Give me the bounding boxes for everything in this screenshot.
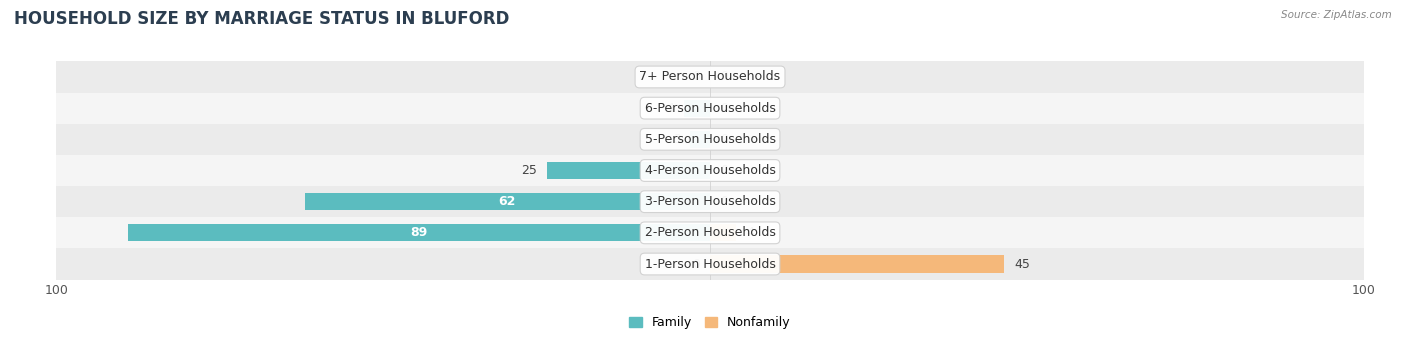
Text: 89: 89: [411, 226, 427, 239]
Text: Source: ZipAtlas.com: Source: ZipAtlas.com: [1281, 10, 1392, 20]
Text: 4: 4: [747, 226, 754, 239]
Text: 5-Person Households: 5-Person Households: [644, 133, 776, 146]
Text: 0: 0: [720, 195, 728, 208]
Bar: [683, 100, 710, 117]
Text: 0: 0: [692, 71, 700, 84]
Text: 3-Person Households: 3-Person Households: [644, 195, 776, 208]
Text: 6-Person Households: 6-Person Households: [644, 102, 776, 115]
Bar: [710, 255, 1004, 272]
Bar: [56, 249, 1364, 280]
Text: 4: 4: [666, 102, 673, 115]
Text: 45: 45: [1014, 257, 1031, 270]
Bar: [305, 193, 710, 210]
Bar: [56, 61, 1364, 92]
Text: HOUSEHOLD SIZE BY MARRIAGE STATUS IN BLUFORD: HOUSEHOLD SIZE BY MARRIAGE STATUS IN BLU…: [14, 10, 509, 28]
Bar: [56, 92, 1364, 124]
Bar: [56, 155, 1364, 186]
Text: 3: 3: [672, 133, 681, 146]
Text: 2-Person Households: 2-Person Households: [644, 226, 776, 239]
Bar: [56, 124, 1364, 155]
Legend: Family, Nonfamily: Family, Nonfamily: [624, 311, 796, 335]
Bar: [710, 224, 737, 241]
Text: 0: 0: [720, 164, 728, 177]
Text: 0: 0: [720, 133, 728, 146]
Text: 1-Person Households: 1-Person Households: [644, 257, 776, 270]
Text: 62: 62: [499, 195, 516, 208]
Text: 4-Person Households: 4-Person Households: [644, 164, 776, 177]
Text: 0: 0: [720, 71, 728, 84]
Text: 7+ Person Households: 7+ Person Households: [640, 71, 780, 84]
Bar: [56, 186, 1364, 217]
Text: 25: 25: [520, 164, 537, 177]
Text: 0: 0: [692, 257, 700, 270]
Bar: [690, 131, 710, 148]
Bar: [547, 162, 710, 179]
Bar: [128, 224, 710, 241]
Text: 0: 0: [720, 102, 728, 115]
Bar: [56, 217, 1364, 249]
